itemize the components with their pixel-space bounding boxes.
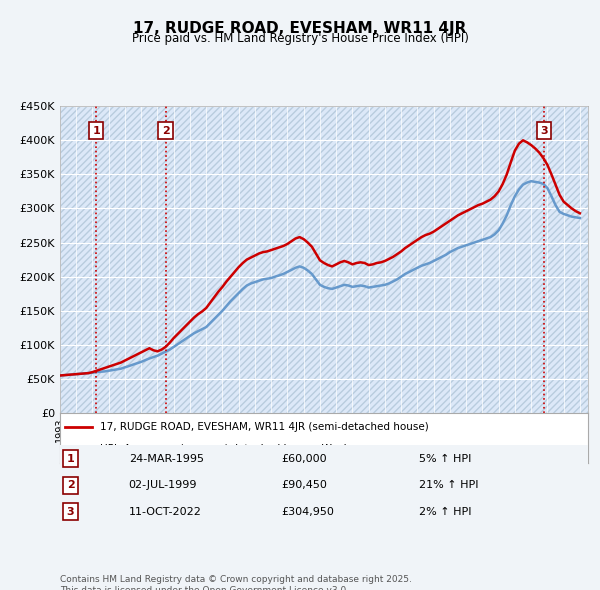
Text: £60,000: £60,000 <box>282 454 328 464</box>
Text: 21% ↑ HPI: 21% ↑ HPI <box>419 480 479 490</box>
Text: HPI: Average price, semi-detached house, Wychavon: HPI: Average price, semi-detached house,… <box>100 444 376 454</box>
Text: £90,450: £90,450 <box>282 480 328 490</box>
Text: 1: 1 <box>92 126 100 136</box>
Text: 02-JUL-1999: 02-JUL-1999 <box>128 480 197 490</box>
Text: Price paid vs. HM Land Registry's House Price Index (HPI): Price paid vs. HM Land Registry's House … <box>131 32 469 45</box>
Text: £304,950: £304,950 <box>282 507 335 517</box>
Text: 3: 3 <box>67 507 74 517</box>
Text: 3: 3 <box>540 126 548 136</box>
Text: 5% ↑ HPI: 5% ↑ HPI <box>419 454 472 464</box>
Text: 2: 2 <box>67 480 74 490</box>
Text: 11-OCT-2022: 11-OCT-2022 <box>128 507 202 517</box>
Text: 17, RUDGE ROAD, EVESHAM, WR11 4JR: 17, RUDGE ROAD, EVESHAM, WR11 4JR <box>133 21 467 35</box>
Text: 2% ↑ HPI: 2% ↑ HPI <box>419 507 472 517</box>
Text: 2: 2 <box>162 126 169 136</box>
Text: 24-MAR-1995: 24-MAR-1995 <box>128 454 203 464</box>
Text: 1: 1 <box>67 454 74 464</box>
Text: Contains HM Land Registry data © Crown copyright and database right 2025.
This d: Contains HM Land Registry data © Crown c… <box>60 575 412 590</box>
Text: 17, RUDGE ROAD, EVESHAM, WR11 4JR (semi-detached house): 17, RUDGE ROAD, EVESHAM, WR11 4JR (semi-… <box>100 422 428 432</box>
